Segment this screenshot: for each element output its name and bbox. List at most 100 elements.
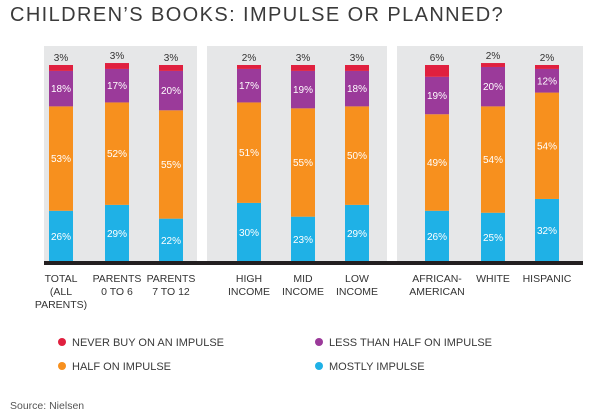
bar-never-buy-on-an-impulse-2 <box>105 63 129 69</box>
category-label-5-line-2: INCOME <box>282 286 324 298</box>
source-note: Source: Nielsen <box>10 400 85 412</box>
bar-never-buy-on-an-impulse-9 <box>535 65 559 69</box>
bar-mostly-impulse-8 <box>481 212 505 262</box>
bar-never-buy-on-an-impulse-1 <box>49 65 73 71</box>
legend-swatch-half <box>58 362 66 370</box>
bar-never-buy-on-an-impulse-5 <box>291 65 315 71</box>
value-label-half-on-impulse-4: 51% <box>239 148 259 159</box>
value-label-never-buy-on-an-impulse-3: 3% <box>164 53 179 64</box>
legend-label-less-than-half: LESS THAN HALF ON IMPULSE <box>329 337 493 349</box>
category-label-2-line-2: 0 TO 6 <box>101 286 133 298</box>
bar-mostly-impulse-6 <box>345 204 369 262</box>
bar-never-buy-on-an-impulse-3 <box>159 65 183 71</box>
category-label-2-line-1: PARENTS <box>93 273 142 285</box>
value-label-mostly-impulse-6: 29% <box>347 229 367 240</box>
value-label-never-buy-on-an-impulse-2: 3% <box>110 51 125 62</box>
value-label-mostly-impulse-4: 30% <box>239 228 259 239</box>
bar-less-than-half-on-impulse-1 <box>49 70 73 107</box>
bar-mostly-impulse-3 <box>159 218 183 262</box>
value-label-mostly-impulse-8: 25% <box>483 233 503 244</box>
value-label-half-on-impulse-2: 52% <box>107 149 127 160</box>
bar-less-than-half-on-impulse-3 <box>159 70 183 111</box>
legend-item-less-than-half: LESS THAN HALF ON IMPULSE <box>315 337 492 349</box>
legend-item-never: NEVER BUY ON AN IMPULSE <box>58 337 224 349</box>
value-label-less-than-half-on-impulse-7: 19% <box>427 91 447 102</box>
legend-label-mostly: MOSTLY IMPULSE <box>329 361 425 373</box>
category-label-4-line-2: INCOME <box>228 286 270 298</box>
bar-less-than-half-on-impulse-6 <box>345 70 369 107</box>
bar-mostly-impulse-7 <box>425 210 449 262</box>
value-label-mostly-impulse-2: 29% <box>107 229 127 240</box>
category-label-6-line-1: LOW <box>345 273 369 285</box>
category-label-3-line-2: 7 TO 12 <box>152 286 190 298</box>
category-label-3-line-1: PARENTS <box>147 273 196 285</box>
legend-item-half: HALF ON IMPULSE <box>58 361 171 373</box>
legend-swatch-never <box>58 338 66 346</box>
category-label-7-line-2: AMERICAN <box>409 286 464 298</box>
value-label-half-on-impulse-8: 54% <box>483 155 503 166</box>
value-label-half-on-impulse-6: 50% <box>347 151 367 162</box>
bar-less-than-half-on-impulse-9 <box>535 68 559 93</box>
value-label-less-than-half-on-impulse-6: 18% <box>347 84 367 95</box>
legend-label-never: NEVER BUY ON AN IMPULSE <box>72 337 225 349</box>
category-label-6-line-2: INCOME <box>336 286 378 298</box>
bar-never-buy-on-an-impulse-7 <box>425 65 449 77</box>
bar-half-on-impulse-4 <box>237 102 261 203</box>
value-label-never-buy-on-an-impulse-6: 3% <box>350 53 365 64</box>
bar-mostly-impulse-1 <box>49 210 73 262</box>
value-label-less-than-half-on-impulse-5: 19% <box>293 85 313 96</box>
bar-half-on-impulse-9 <box>535 92 559 199</box>
bar-mostly-impulse-5 <box>291 216 315 262</box>
baseline <box>44 261 583 265</box>
bar-half-on-impulse-8 <box>481 106 505 213</box>
bar-mostly-impulse-4 <box>237 202 261 262</box>
bar-less-than-half-on-impulse-2 <box>105 68 129 103</box>
bar-never-buy-on-an-impulse-4 <box>237 65 261 69</box>
value-label-never-buy-on-an-impulse-1: 3% <box>54 53 69 64</box>
bar-mostly-impulse-9 <box>535 198 559 262</box>
category-label-9-line-1: HISPANIC <box>523 273 572 285</box>
bar-half-on-impulse-5 <box>291 108 315 217</box>
value-label-never-buy-on-an-impulse-8: 2% <box>486 51 501 62</box>
bar-mostly-impulse-2 <box>105 204 129 262</box>
bar-half-on-impulse-7 <box>425 114 449 211</box>
value-label-half-on-impulse-1: 53% <box>51 154 71 165</box>
value-label-less-than-half-on-impulse-8: 20% <box>483 82 503 93</box>
value-label-less-than-half-on-impulse-9: 12% <box>537 76 557 87</box>
value-label-mostly-impulse-7: 26% <box>427 232 447 243</box>
value-label-less-than-half-on-impulse-4: 17% <box>239 81 259 92</box>
bar-less-than-half-on-impulse-8 <box>481 66 505 107</box>
category-label-7-line-1: AFRICAN- <box>412 273 462 285</box>
category-label-5-line-1: MID <box>293 273 313 285</box>
value-label-mostly-impulse-9: 32% <box>537 226 557 237</box>
value-label-mostly-impulse-5: 23% <box>293 235 313 246</box>
bar-half-on-impulse-2 <box>105 102 129 205</box>
bar-less-than-half-on-impulse-4 <box>237 68 261 103</box>
bar-less-than-half-on-impulse-5 <box>291 70 315 109</box>
value-label-half-on-impulse-9: 54% <box>537 141 557 152</box>
legend-item-mostly: MOSTLY IMPULSE <box>315 361 425 373</box>
category-label-4-line-1: HIGH <box>236 273 262 285</box>
category-label-1-line-1: TOTAL <box>45 273 78 285</box>
value-label-half-on-impulse-7: 49% <box>427 158 447 169</box>
bar-never-buy-on-an-impulse-8 <box>481 63 505 67</box>
value-label-never-buy-on-an-impulse-9: 2% <box>540 53 555 64</box>
value-label-half-on-impulse-5: 55% <box>293 158 313 169</box>
value-label-never-buy-on-an-impulse-7: 6% <box>430 53 445 64</box>
value-label-less-than-half-on-impulse-2: 17% <box>107 81 127 92</box>
bar-less-than-half-on-impulse-7 <box>425 76 449 115</box>
value-label-less-than-half-on-impulse-3: 20% <box>161 86 181 97</box>
value-label-mostly-impulse-3: 22% <box>161 236 181 247</box>
category-label-1-line-3: PARENTS) <box>35 299 87 311</box>
value-label-never-buy-on-an-impulse-4: 2% <box>242 53 257 64</box>
legend-label-half: HALF ON IMPULSE <box>72 361 172 373</box>
legend-swatch-less-than-half <box>315 338 323 346</box>
bar-half-on-impulse-1 <box>49 106 73 211</box>
bar-half-on-impulse-3 <box>159 110 183 219</box>
value-label-less-than-half-on-impulse-1: 18% <box>51 84 71 95</box>
bar-half-on-impulse-6 <box>345 106 369 205</box>
bar-never-buy-on-an-impulse-6 <box>345 65 369 71</box>
category-label-8-line-1: WHITE <box>476 273 510 285</box>
value-label-half-on-impulse-3: 55% <box>161 160 181 171</box>
